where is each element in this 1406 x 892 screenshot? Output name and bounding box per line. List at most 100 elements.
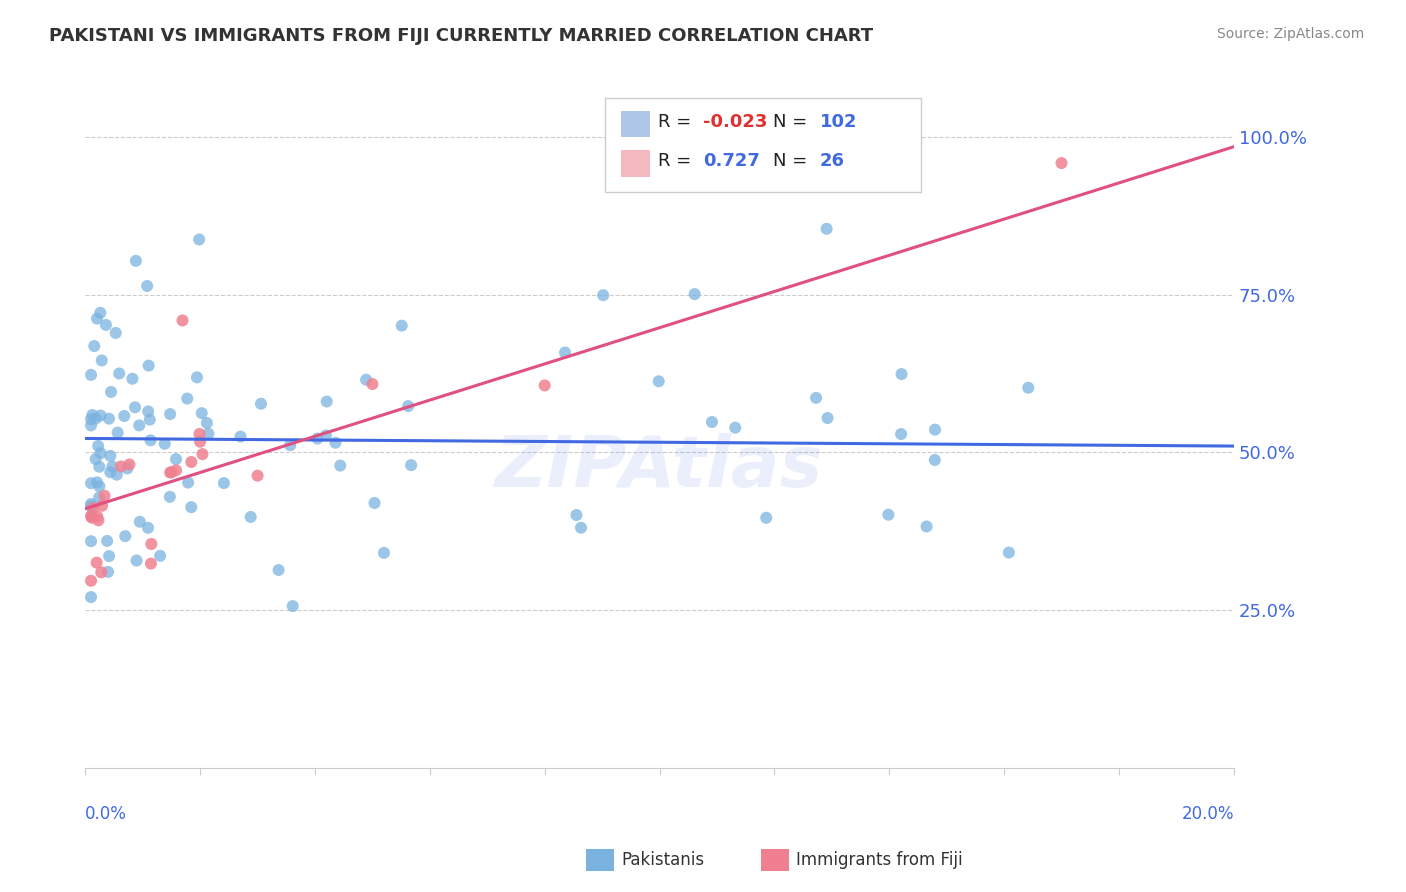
Point: [80, 497, 103, 511]
Point: [108, 367, 131, 381]
Point: [107, 425, 129, 440]
Point: [139, 412, 162, 426]
Point: [98, 549, 121, 563]
Point: [648, 374, 671, 388]
Point: [197, 426, 219, 441]
Text: 0.0%: 0.0%: [86, 805, 127, 823]
Point: [890, 367, 912, 381]
Point: [160, 465, 183, 479]
Point: [138, 359, 160, 373]
Point: [153, 437, 176, 451]
Point: [700, 415, 723, 429]
Point: [84, 411, 107, 425]
Point: [94, 318, 117, 332]
Text: R =: R =: [658, 113, 692, 131]
Point: [80, 534, 103, 549]
Point: [554, 345, 576, 359]
Point: [354, 373, 377, 387]
Point: [998, 545, 1021, 559]
Point: [139, 557, 162, 571]
Point: [91, 499, 114, 513]
Point: [90, 353, 112, 368]
Point: [97, 565, 120, 579]
Point: [399, 458, 422, 472]
Point: [104, 326, 127, 340]
Point: [186, 370, 208, 384]
Text: Source: ZipAtlas.com: Source: ZipAtlas.com: [1216, 27, 1364, 41]
Point: [136, 404, 159, 418]
Point: [86, 311, 108, 326]
Point: [80, 412, 103, 426]
Point: [172, 313, 194, 327]
Text: ZIPAtlas: ZIPAtlas: [495, 434, 824, 502]
Point: [396, 399, 419, 413]
Point: [159, 407, 181, 421]
Point: [177, 475, 200, 490]
Point: [98, 411, 121, 425]
Text: 0.727: 0.727: [703, 153, 759, 170]
Point: [98, 465, 121, 479]
Point: [89, 459, 111, 474]
Point: [267, 563, 290, 577]
Point: [89, 491, 111, 505]
Point: [804, 391, 827, 405]
Point: [82, 408, 104, 422]
Point: [877, 508, 900, 522]
Point: [176, 392, 198, 406]
Point: [212, 476, 235, 491]
Point: [229, 429, 252, 443]
Point: [190, 406, 212, 420]
Point: [924, 423, 946, 437]
Point: [80, 499, 103, 513]
Point: [121, 372, 143, 386]
Point: [363, 496, 385, 510]
Point: [87, 513, 110, 527]
Point: [890, 427, 912, 442]
Point: [101, 459, 124, 474]
Point: [1050, 156, 1073, 170]
Text: PAKISTANI VS IMMIGRANTS FROM FIJI CURRENTLY MARRIED CORRELATION CHART: PAKISTANI VS IMMIGRANTS FROM FIJI CURREN…: [49, 27, 873, 45]
Point: [315, 394, 337, 409]
Point: [96, 533, 118, 548]
Text: R =: R =: [658, 153, 692, 170]
Point: [86, 509, 108, 524]
Point: [180, 500, 202, 515]
Point: [569, 521, 592, 535]
Text: N =: N =: [773, 153, 807, 170]
Text: 102: 102: [820, 113, 858, 131]
Point: [124, 401, 146, 415]
Point: [86, 475, 108, 490]
Point: [89, 479, 111, 493]
Point: [110, 459, 132, 474]
Point: [159, 466, 181, 480]
Point: [80, 508, 103, 523]
Point: [90, 446, 112, 460]
Point: [112, 409, 135, 423]
Point: [89, 306, 111, 320]
Point: [924, 453, 946, 467]
Point: [191, 447, 214, 461]
Text: 26: 26: [820, 153, 845, 170]
Point: [592, 288, 614, 302]
Point: [188, 434, 211, 449]
Point: [83, 339, 105, 353]
Point: [1017, 381, 1039, 395]
Point: [361, 377, 384, 392]
Text: N =: N =: [773, 113, 807, 131]
Point: [683, 287, 706, 301]
Point: [165, 452, 187, 467]
Point: [90, 409, 112, 423]
Point: [105, 467, 128, 482]
Point: [373, 546, 395, 560]
Point: [86, 556, 108, 570]
Point: [125, 253, 148, 268]
Point: [136, 279, 159, 293]
Point: [80, 509, 103, 524]
Point: [724, 420, 747, 434]
Point: [93, 489, 115, 503]
Point: [315, 428, 337, 442]
Point: [136, 521, 159, 535]
Point: [755, 510, 778, 524]
Point: [80, 476, 103, 491]
Point: [98, 449, 121, 463]
